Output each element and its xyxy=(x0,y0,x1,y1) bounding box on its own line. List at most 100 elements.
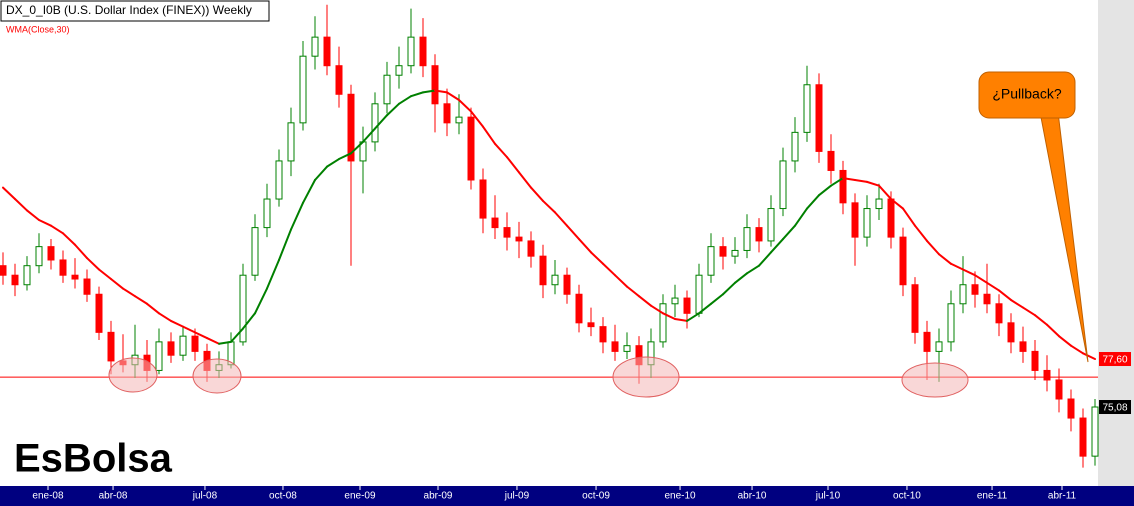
wma-segment xyxy=(1034,314,1048,326)
wma-segment xyxy=(842,177,856,181)
wma-segment xyxy=(14,198,28,212)
candle-body xyxy=(575,293,583,324)
wma-segment xyxy=(206,337,220,345)
wma-segment xyxy=(926,239,940,256)
candle-body xyxy=(875,198,883,210)
price-tag xyxy=(1099,352,1131,367)
wma-segment xyxy=(566,224,580,241)
price-tag-label: 75,08 xyxy=(1102,403,1127,414)
wma-segment xyxy=(506,156,520,174)
wma-segment xyxy=(662,312,676,321)
candle-body xyxy=(563,274,571,295)
ellipse xyxy=(901,362,969,398)
wma-segment xyxy=(674,318,688,322)
x-tick-label: abr-11 xyxy=(1048,491,1077,502)
price-tag xyxy=(1099,400,1131,415)
wma-segment xyxy=(890,198,904,210)
wma-segment xyxy=(434,89,448,94)
wma-segment xyxy=(290,201,304,231)
wma-segment xyxy=(422,89,436,94)
candle-body xyxy=(1091,406,1099,457)
wma-segment xyxy=(458,98,472,113)
candle-body xyxy=(275,160,283,200)
wma-segment xyxy=(830,177,844,187)
candle-body xyxy=(1067,398,1075,419)
candle-body xyxy=(419,36,427,67)
candle-body xyxy=(551,274,559,286)
wma-segment xyxy=(950,262,964,271)
wma-segment xyxy=(374,114,388,130)
wma-segment xyxy=(1046,323,1060,338)
candle-body xyxy=(47,246,55,261)
candle-body xyxy=(683,297,691,314)
title-box xyxy=(0,0,270,22)
wma-segment xyxy=(686,312,700,322)
candle-body xyxy=(467,116,475,181)
candle-body xyxy=(611,341,619,352)
wma-segment xyxy=(638,295,652,307)
candle-body xyxy=(971,284,979,295)
wma-segment xyxy=(446,91,460,101)
candle-body xyxy=(0,265,7,276)
wma-segment xyxy=(314,165,328,181)
candle-body xyxy=(947,303,955,343)
candle-body xyxy=(707,246,715,276)
candle-body xyxy=(395,65,403,76)
candle-body xyxy=(251,227,259,276)
candle-body xyxy=(263,198,271,229)
wma-segment xyxy=(938,253,952,265)
candle-body xyxy=(959,284,967,305)
candle-body xyxy=(911,284,919,333)
ellipse xyxy=(192,358,242,394)
candle-body xyxy=(623,345,631,352)
wma-segment xyxy=(182,325,196,334)
candle-body xyxy=(599,326,607,343)
wma-segment xyxy=(590,251,604,265)
x-tick-label: oct-08 xyxy=(269,491,297,502)
wma-segment xyxy=(782,224,796,241)
candle-body xyxy=(323,36,331,67)
candle-body xyxy=(539,255,547,286)
candle-body xyxy=(95,293,103,333)
candle-body xyxy=(455,116,463,124)
candle-body xyxy=(59,259,67,276)
wma-segment xyxy=(614,274,628,288)
wma-segment xyxy=(38,218,52,227)
callout-box xyxy=(978,71,1076,119)
candle-body xyxy=(347,93,355,162)
candle-body xyxy=(179,335,187,356)
candle-body xyxy=(107,331,115,362)
candle-body xyxy=(899,236,907,286)
wma-segment xyxy=(410,91,424,98)
wma-segment xyxy=(242,312,256,330)
wma-segment xyxy=(746,264,760,275)
candle-body xyxy=(887,198,895,238)
wma-segment xyxy=(1058,335,1072,347)
wma-segment xyxy=(386,102,400,117)
candle-body xyxy=(743,227,751,251)
x-tick-label: abr-10 xyxy=(738,491,767,502)
wma-segment xyxy=(1082,352,1096,361)
wma-segment xyxy=(398,95,412,105)
wma-segment xyxy=(542,199,556,214)
candle-body xyxy=(11,274,19,286)
candle-body xyxy=(827,150,835,171)
candle-body xyxy=(527,240,535,257)
wma-segment xyxy=(650,304,664,315)
wma-segment xyxy=(50,224,64,235)
wma-segment xyxy=(98,268,112,281)
wma-segment xyxy=(854,178,868,183)
candle-body xyxy=(287,122,295,162)
candle-body xyxy=(407,36,415,67)
wma-segment xyxy=(818,184,832,197)
wma-segment xyxy=(494,142,508,159)
candle-body xyxy=(851,202,859,238)
wma-segment xyxy=(278,228,292,261)
candle-body xyxy=(23,265,31,286)
wma-segment xyxy=(626,285,640,298)
candle-body xyxy=(71,274,79,280)
wma-segment xyxy=(470,110,484,128)
candle-body xyxy=(1019,341,1027,352)
candle-body xyxy=(983,293,991,305)
